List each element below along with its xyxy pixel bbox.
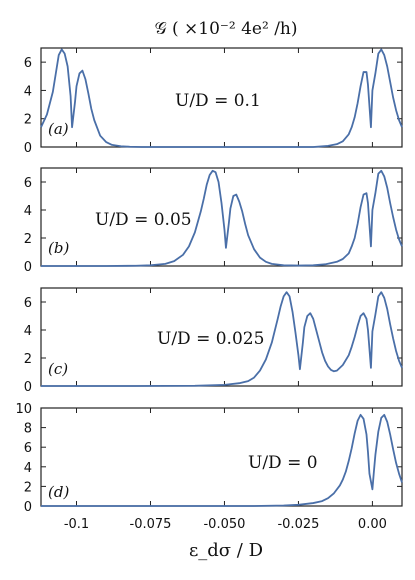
x-tick-label: -0.075	[130, 517, 172, 532]
y-tick-label: 6	[24, 441, 32, 456]
panel-frame	[40, 287, 403, 387]
y-tick-label: 4	[24, 204, 32, 219]
y-tick-label: 8	[24, 422, 32, 437]
y-tick-label: 2	[24, 232, 32, 247]
panel-annotation: U/D = 0.05	[95, 210, 192, 230]
panel-label: (a)	[48, 120, 69, 138]
x-tick-label: 0.00	[358, 517, 387, 532]
panel-label: (d)	[48, 483, 69, 501]
conductance-curve	[40, 48, 403, 148]
panel-3: 0 2 4 6 U/D = 0.025 (c)	[24, 287, 403, 395]
panel-2: 0 2 4 6 U/D = 0.05 (b)	[24, 167, 403, 275]
conductance-curve	[41, 291, 403, 387]
x-tick-label: -0.1	[64, 517, 89, 532]
y-tick-label: 6	[24, 296, 32, 311]
panel-annotation: U/D = 0.025	[157, 329, 264, 349]
panel-frame	[40, 167, 403, 267]
panel-label: (c)	[48, 360, 68, 378]
y-tick-label: 0	[24, 141, 32, 156]
y-tick-label: 4	[24, 324, 32, 339]
chart-title: 𝒢 ( ×10⁻² 4e² /h)	[154, 19, 297, 39]
y-tick-label: 4	[24, 461, 32, 476]
x-axis-label: ε_dσ / D	[189, 540, 263, 561]
y-tick-label: 2	[24, 352, 32, 367]
y-tick-label: 2	[24, 113, 32, 128]
panel-annotation: U/D = 0.1	[175, 91, 261, 111]
panel-frame	[40, 407, 403, 507]
y-tick-label: 0	[24, 260, 32, 275]
y-tick-label: 4	[24, 84, 32, 99]
panel-label: (b)	[48, 239, 69, 257]
y-tick-label: 6	[24, 176, 32, 191]
panel-1: 0 2 4 6 U/D = 0.1 (a)	[24, 47, 403, 156]
panel-annotation: U/D = 0	[248, 453, 318, 473]
y-tick-label: 2	[24, 480, 32, 495]
y-tick-label: 0	[24, 500, 32, 515]
y-tick-label: 10	[15, 402, 32, 417]
x-tick-label: -0.025	[277, 517, 319, 532]
panel-4: 0 2 4 6 8 10 U/D = 0 (d)	[15, 402, 403, 515]
y-tick-label: 0	[24, 380, 32, 395]
conductance-curve	[41, 413, 403, 507]
y-tick-label: 6	[24, 56, 32, 71]
x-tick-label: -0.050	[203, 517, 245, 532]
conductance-curve	[41, 169, 403, 267]
